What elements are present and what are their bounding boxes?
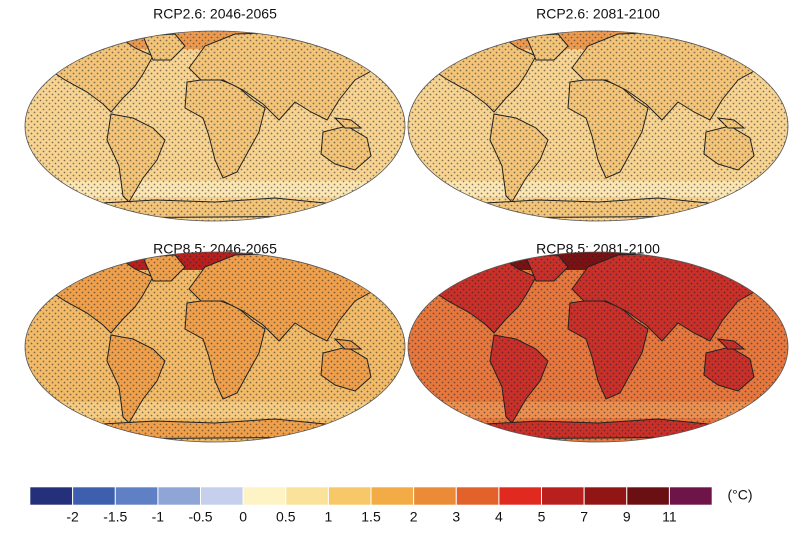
panel-title: RCP2.6: 2081-2100 [536, 6, 660, 22]
colorbar-tick-label: 5 [538, 509, 546, 525]
colorbar-tick-label: 0.5 [276, 509, 296, 525]
stipple [25, 252, 405, 442]
map-border [407, 30, 789, 222]
colorbar-bin [669, 486, 713, 506]
panel-title: RCP8.5: 2081-2100 [536, 241, 660, 257]
colorbar-tick-label: 7 [580, 509, 588, 525]
colorbar-bin [285, 486, 329, 506]
stipple [25, 31, 405, 221]
colorbar-unit: (°C) [727, 487, 752, 503]
colorbar-tick-label: 4 [495, 509, 503, 525]
colorbar-bin [370, 486, 414, 506]
colorbar-bin [72, 486, 116, 506]
map-panel [408, 252, 788, 442]
colorbar-bin [242, 486, 287, 506]
panel-title: RCP8.5: 2046-2065 [153, 241, 277, 257]
colorbar-bin [114, 486, 159, 506]
colorbar-bin [498, 486, 542, 506]
colorbar-tick-label: -1 [152, 509, 165, 525]
colorbar-tick-label: 11 [662, 509, 677, 525]
map-panel [408, 31, 788, 221]
colorbar-bin [626, 486, 670, 506]
map-panel [25, 252, 405, 442]
colorbar-bin [583, 486, 628, 506]
colorbar-bin [29, 486, 73, 506]
colorbar-bin [200, 486, 244, 506]
colorbar-tick-label: 0 [239, 509, 247, 525]
colorbar-tick-label: -1.5 [103, 509, 127, 525]
colorbar-tick-label: 9 [623, 509, 631, 525]
colorbar-bin [541, 486, 585, 506]
map-panel [25, 31, 405, 221]
colorbar-bin [328, 486, 372, 506]
colorbar-tick-label: -2 [66, 509, 79, 525]
map-border [24, 251, 406, 443]
colorbar-tick-label: 3 [452, 509, 460, 525]
stipple [408, 252, 788, 442]
colorbar-tick-label: 1.5 [361, 509, 381, 525]
colorbar-bin [413, 486, 457, 506]
colorbar-bin [455, 486, 500, 506]
map-border [24, 30, 406, 222]
colorbar-bin [157, 486, 201, 506]
stipple [408, 31, 788, 221]
panel-title: RCP2.6: 2046-2065 [153, 6, 277, 22]
colorbar-tick-label: 2 [410, 509, 418, 525]
map-border [407, 251, 789, 443]
colorbar-tick-label: 1 [324, 509, 332, 525]
colorbar-tick-label: -0.5 [188, 509, 212, 525]
